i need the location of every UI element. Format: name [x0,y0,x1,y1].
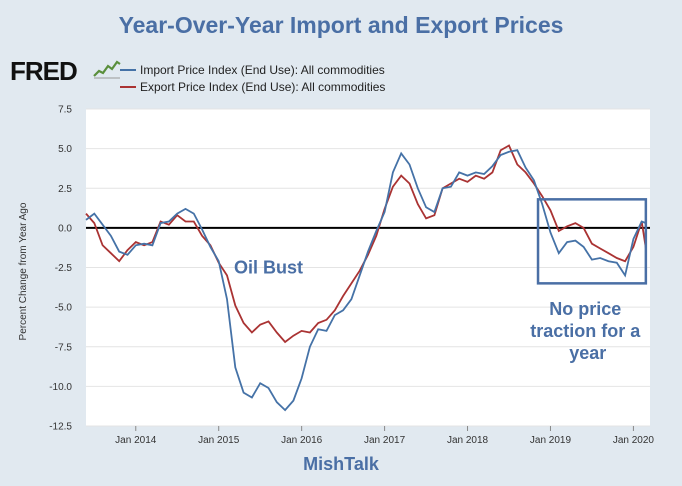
export-price-line [85,144,647,344]
x-tick-label: Jan 2020 [613,435,655,446]
legend-item-import: Import Price Index (End Use): All commod… [120,61,385,78]
y-tick-label: 0.0 [58,223,72,234]
legend: Import Price Index (End Use): All commod… [120,61,385,95]
x-tick-label: Jan 2019 [530,435,572,446]
import-price-line [85,149,647,412]
x-tick-label: Jan 2016 [281,435,323,446]
annotation-line-2: traction for a [530,321,641,341]
annotation-line-1: No price [549,299,621,319]
import-swatch [120,68,136,71]
y-tick-label: -2.5 [55,263,73,274]
fred-sparkline-icon [92,59,122,79]
y-axis-title: Percent Change from Year Ago [18,202,29,340]
fred-logo: FRED [10,56,122,87]
x-tick-label: Jan 2018 [447,435,489,446]
y-tick-label: 5.0 [58,144,72,155]
y-tick-label: 2.5 [58,184,72,195]
footer-mishtalk: MishTalk [303,454,379,474]
fred-logo-text: FRED [10,56,78,86]
export-swatch [120,85,136,88]
chart-title: Year-Over-Year Import and Export Prices [118,12,564,38]
annotation-line-3: year [569,343,606,363]
y-tick-label: -7.5 [55,342,73,353]
legend-item-export: Export Price Index (End Use): All commod… [120,78,385,95]
y-axis: 7.5 5.0 2.5 0.0 -2.5 -5.0 -7.5 -10.0 -12.5 [49,105,72,433]
x-tick-label: Jan 2015 [198,435,240,446]
highlight-box [536,198,648,285]
legend-label-export: Export Price Index (End Use): All commod… [140,79,386,94]
y-tick-label: -5.0 [55,303,73,314]
x-tick-label: Jan 2017 [364,435,406,446]
annotation-oil-bust: Oil Bust [234,258,303,278]
annotation-no-price-traction: No price traction for a year [530,299,645,363]
x-axis: Jan 2014 Jan 2015 Jan 2016 Jan 2017 Jan 2018… [115,426,654,446]
y-tick-label: -10.0 [49,382,72,393]
legend-label-import: Import Price Index (End Use): All commod… [140,62,385,77]
y-tick-label: 7.5 [58,105,72,116]
x-tick-label: Jan 2014 [115,435,157,446]
y-tick-label: -12.5 [49,422,72,433]
